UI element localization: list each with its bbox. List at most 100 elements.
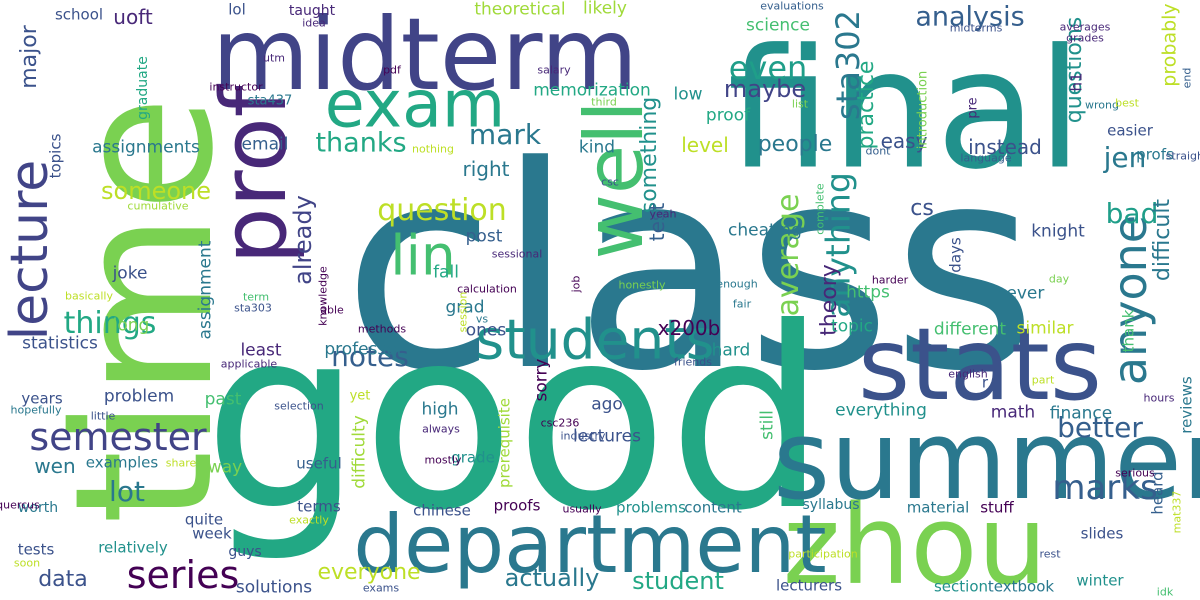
word-vs: vs bbox=[475, 312, 489, 326]
word-material: material bbox=[906, 498, 970, 517]
word-usually: usually bbox=[562, 502, 602, 516]
word-soon: soon bbox=[13, 556, 41, 570]
word-science: science bbox=[746, 15, 810, 36]
word-sta303: sta303 bbox=[234, 301, 272, 315]
word-student: student bbox=[632, 567, 724, 595]
word-calculation: calculation bbox=[457, 282, 517, 296]
word-different: different bbox=[933, 319, 1007, 340]
word-probably: probably bbox=[1158, 3, 1181, 87]
word-low: low bbox=[673, 84, 703, 105]
word-lot: lot bbox=[109, 475, 145, 508]
word-way: way bbox=[207, 457, 243, 478]
word-difficult: difficult bbox=[1150, 198, 1175, 282]
word-mark: mark bbox=[468, 118, 542, 151]
word-joke: joke bbox=[112, 263, 148, 284]
word-wen: wen bbox=[34, 454, 76, 478]
word-mat337: mat337 bbox=[1170, 490, 1184, 534]
word-yeah: yeah bbox=[649, 207, 677, 221]
word-averages: averages bbox=[1059, 20, 1111, 34]
word-exams: exams bbox=[362, 581, 400, 595]
word-lectures: lectures bbox=[573, 426, 641, 447]
word-people: people bbox=[757, 132, 833, 157]
word-anyone: anyone bbox=[1103, 214, 1157, 386]
word-difficulty: difficulty bbox=[349, 415, 370, 489]
word-complete: complete bbox=[813, 183, 827, 235]
word-things: things bbox=[63, 306, 157, 341]
word-session: session bbox=[456, 291, 470, 333]
word-day: day bbox=[1048, 272, 1070, 286]
word-thanks: thanks bbox=[315, 127, 407, 159]
word-email: email bbox=[241, 134, 289, 155]
word-dont: dont bbox=[865, 144, 891, 158]
word-english: english bbox=[948, 367, 988, 381]
word-uoft: uoft bbox=[113, 5, 153, 29]
word-exam: exam bbox=[324, 67, 506, 143]
word-methods: methods bbox=[357, 322, 407, 336]
word-proof: proof bbox=[705, 105, 751, 126]
word-third: third bbox=[591, 95, 617, 109]
word-harder: harder bbox=[871, 273, 909, 287]
word-honestly: honestly bbox=[618, 278, 666, 292]
word-x200b: x200b bbox=[657, 316, 721, 340]
word-guys: guys bbox=[228, 544, 262, 560]
word-long: long bbox=[112, 315, 150, 336]
word-notes: notes bbox=[331, 340, 409, 373]
word-hours: hours bbox=[1143, 391, 1175, 405]
word-selection: selection bbox=[274, 399, 324, 413]
word-stats: stats bbox=[858, 306, 1102, 423]
word-rest: rest bbox=[1039, 547, 1061, 561]
word-professor: professor bbox=[324, 339, 404, 360]
word-still: still bbox=[757, 410, 778, 440]
word-slides: slides bbox=[1080, 524, 1124, 543]
word-evaluations: evaluations bbox=[760, 0, 824, 13]
word-problem: problem bbox=[103, 386, 175, 407]
word-right: right bbox=[462, 157, 510, 181]
word-fair: fair bbox=[732, 297, 752, 311]
word-lin: lin bbox=[390, 223, 456, 288]
word-term: term bbox=[242, 290, 270, 304]
word-final: final bbox=[727, 13, 1083, 206]
word-graduate: graduate bbox=[135, 56, 151, 120]
word-sorry: sorry bbox=[531, 358, 552, 402]
word-least: least bbox=[240, 340, 282, 361]
word-job: job bbox=[569, 275, 583, 293]
word-kind: kind bbox=[578, 137, 616, 158]
word-enough: enough bbox=[716, 277, 758, 291]
word-nothing: nothing bbox=[412, 142, 454, 156]
word-reviews: reviews bbox=[1177, 376, 1196, 434]
word-students: students bbox=[475, 307, 715, 372]
word-h1: h1 bbox=[1067, 72, 1086, 92]
word-cs: cs bbox=[910, 196, 934, 221]
word-easier: easier bbox=[1107, 121, 1153, 140]
word-already: already bbox=[289, 195, 317, 285]
word-series: series bbox=[126, 553, 240, 597]
word-memorization: memorization bbox=[533, 80, 651, 101]
word-post: post bbox=[465, 226, 503, 247]
word-zhou: zhou bbox=[782, 481, 1048, 600]
word-midterm: midterm bbox=[211, 0, 639, 113]
word-marks: marks bbox=[1052, 468, 1158, 508]
word-class: class bbox=[342, 107, 1038, 433]
word-years: years bbox=[21, 389, 63, 408]
word-taught: taught bbox=[288, 3, 336, 19]
word-grade: grade bbox=[451, 448, 495, 467]
word-lecture: lecture bbox=[0, 159, 60, 341]
word-knowledge: knowledge bbox=[316, 266, 330, 326]
word-language: language bbox=[960, 151, 1012, 165]
word-syllabus: syllabus bbox=[802, 497, 860, 513]
word-even: even bbox=[728, 49, 808, 87]
word-better: better bbox=[1057, 411, 1143, 444]
word-serious: serious bbox=[1115, 466, 1155, 480]
word-topic: topic bbox=[831, 316, 873, 337]
word-week: week bbox=[192, 524, 232, 543]
word-salary: salary bbox=[537, 63, 571, 77]
word-problems: problems bbox=[616, 498, 686, 517]
word-average: average bbox=[771, 193, 806, 317]
word-ago: ago bbox=[591, 394, 623, 415]
word-theoretical: theoretical bbox=[474, 0, 566, 20]
word-share: share bbox=[165, 456, 197, 470]
word-lecturers: lecturers bbox=[775, 576, 843, 595]
word-chinese: chinese bbox=[413, 501, 471, 520]
word-everything: everything bbox=[835, 400, 927, 421]
